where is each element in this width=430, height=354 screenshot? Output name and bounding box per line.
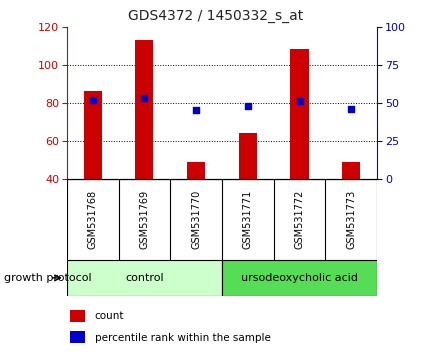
Text: GSM531771: GSM531771 (242, 190, 252, 249)
Bar (341, 162, 359, 179)
Text: GSM531772: GSM531772 (294, 190, 304, 249)
Text: GSM531769: GSM531769 (139, 190, 149, 249)
Bar (135, 40, 153, 179)
Bar (290, 49, 308, 179)
Text: GDS4372 / 1450332_s_at: GDS4372 / 1450332_s_at (128, 9, 302, 23)
Bar (221, 260, 376, 296)
Text: control: control (125, 273, 163, 283)
Text: GSM531768: GSM531768 (87, 190, 98, 249)
Point (244, 103, 251, 109)
Point (89, 97, 96, 102)
Bar (70, 310, 85, 322)
Bar (187, 162, 205, 179)
Point (295, 98, 302, 104)
Text: GSM531773: GSM531773 (345, 190, 356, 249)
Point (141, 95, 147, 101)
Point (347, 106, 354, 112)
Text: ursodeoxycholic acid: ursodeoxycholic acid (240, 273, 357, 283)
Bar (67, 260, 221, 296)
Text: growth protocol: growth protocol (4, 273, 92, 283)
Bar (83, 91, 101, 179)
Bar (70, 331, 85, 343)
Text: percentile rank within the sample: percentile rank within the sample (95, 332, 270, 343)
Bar (238, 133, 256, 179)
Point (192, 108, 199, 113)
Text: GSM531770: GSM531770 (190, 190, 201, 249)
Text: count: count (95, 311, 124, 321)
